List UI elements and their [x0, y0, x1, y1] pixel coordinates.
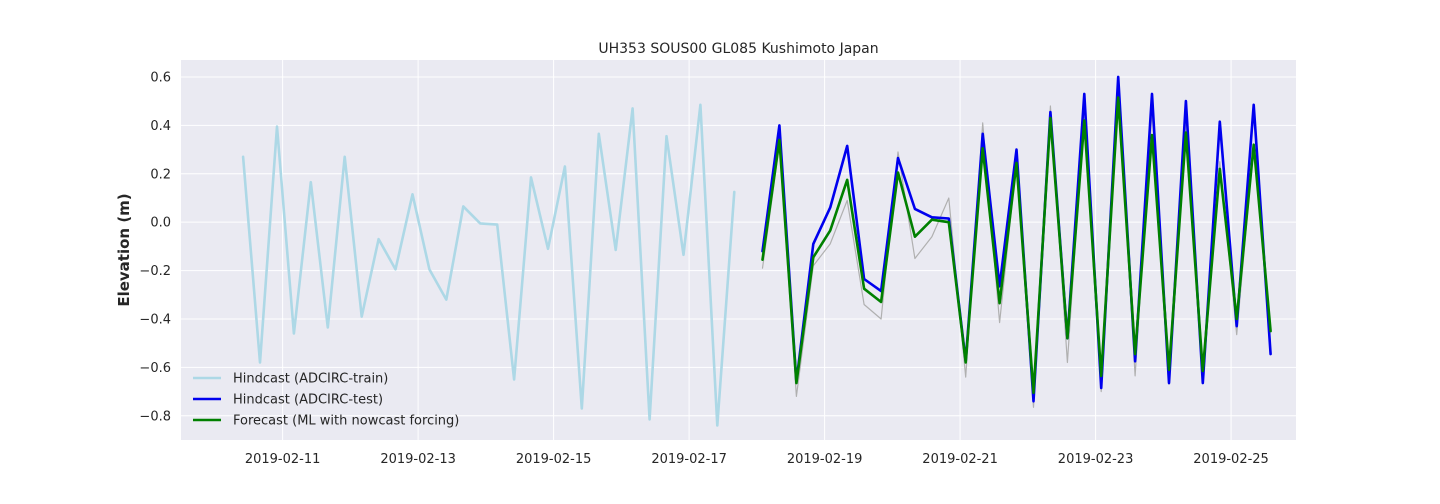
y-tick-label: −0.2 [139, 264, 171, 279]
x-tick-label: 2019-02-17 [651, 452, 727, 467]
legend: Hindcast (ADCIRC-train) Hindcast (ADCIRC-… [193, 372, 459, 429]
y-axis-label: Elevation (m) [115, 193, 133, 306]
x-tick-label: 2019-02-21 [922, 452, 998, 467]
series-lines [241, 75, 1272, 427]
y-tick-label: −0.8 [139, 409, 171, 424]
legend-label: Hindcast (ADCIRC-test) [233, 393, 383, 408]
x-tick-label: 2019-02-23 [1058, 452, 1134, 467]
chart-title: UH353 SOUS00 GL085 Kushimoto Japan [598, 41, 878, 57]
x-tick-label: 2019-02-13 [380, 452, 456, 467]
y-axis-ticks: 0.6 0.4 0.2 0.0 −0.2 −0.4 −0.6 −0.8 [139, 70, 171, 424]
legend-label: Forecast (ML with nowcast forcing) [233, 414, 459, 429]
grid [181, 60, 1296, 440]
y-tick-label: −0.4 [139, 312, 171, 327]
x-axis-ticks: 2019-02-11 2019-02-13 2019-02-15 2019-02-17… [245, 452, 1269, 467]
y-tick-label: −0.6 [139, 361, 171, 376]
series-line-2 [761, 75, 1272, 403]
y-tick-label: 0.0 [150, 216, 171, 231]
x-tick-label: 2019-02-25 [1193, 452, 1269, 467]
x-tick-label: 2019-02-19 [787, 452, 863, 467]
x-tick-label: 2019-02-15 [516, 452, 592, 467]
legend-label: Hindcast (ADCIRC-train) [233, 372, 388, 387]
y-tick-label: 0.6 [150, 70, 171, 85]
series-line-3 [761, 96, 1272, 395]
x-tick-label: 2019-02-11 [245, 452, 321, 467]
series-line-0 [241, 103, 736, 427]
y-tick-label: 0.4 [150, 119, 171, 134]
y-tick-label: 0.2 [150, 167, 171, 182]
